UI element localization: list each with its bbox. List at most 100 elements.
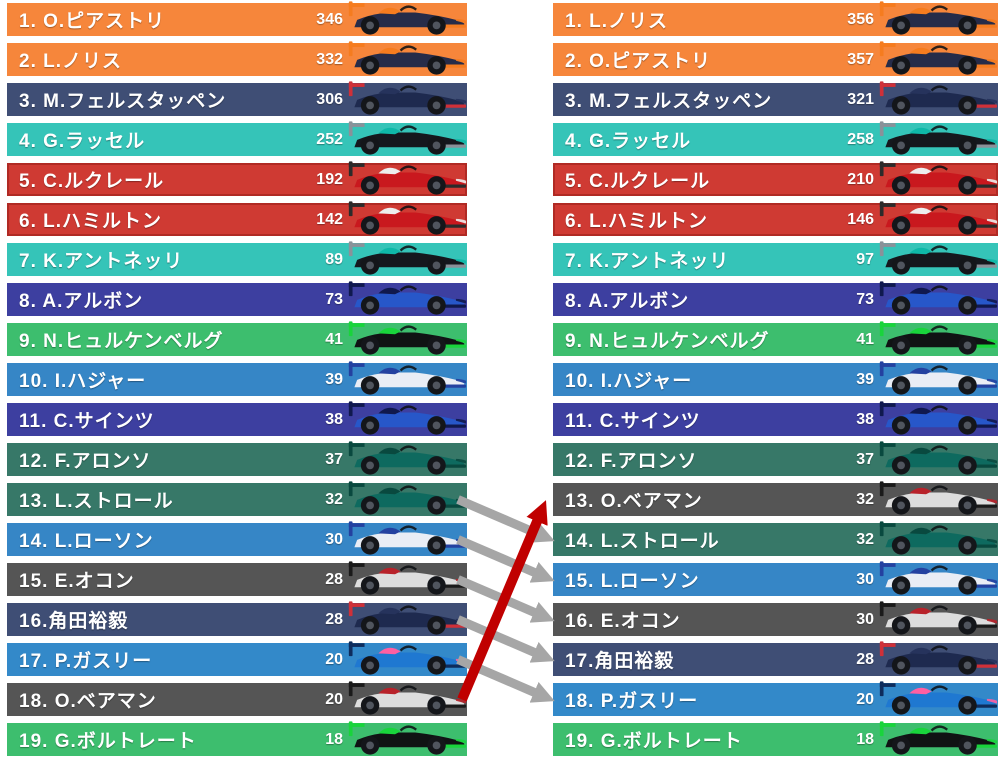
driver-points-value: 332 [316,50,343,68]
driver-rank-name-label: 2. L.ノリス [19,51,123,72]
driver-standings-row: 19. G.ボルトレート 18 [7,720,467,756]
standings-list-before: 1. O.ピアストリ 346 2. L.ノリス 332 [7,0,467,763]
driver-points-value: 32 [856,490,874,508]
driver-rank-name-label: 5. C.ルクレール [19,171,165,192]
driver-points-value: 28 [325,570,343,588]
driver-rank-name-label: 15. L.ローソン [565,571,700,592]
driver-points-value: 252 [316,130,343,148]
f1-car-icon [348,600,467,635]
driver-points-value: 18 [856,730,874,748]
driver-rank-name-label: 17.角田裕毅 [565,651,675,672]
rank-drop-arrow [456,615,555,663]
driver-rank-name-label: 14. L.ローソン [19,531,154,552]
driver-standings-row: 12. F.アロンソ 37 [553,440,998,476]
driver-rank-name-label: 4. G.ラッセル [565,131,692,152]
driver-standings-row: 15. E.オコン 28 [7,560,467,596]
f1-car-icon [879,680,998,715]
driver-points-value: 39 [856,370,874,388]
driver-rank-name-label: 11. C.サインツ [19,411,155,432]
driver-rank-name-label: 2. O.ピアストリ [565,51,712,72]
driver-standings-row: 13. O.ベアマン 32 [553,480,998,516]
driver-points-value: 32 [325,490,343,508]
driver-points-value: 39 [325,370,343,388]
driver-standings-row: 4. G.ラッセル 258 [553,120,998,156]
driver-points-value: 356 [847,10,874,28]
f1-car-icon [348,480,467,515]
driver-standings-row: 16. E.オコン 30 [553,600,998,636]
f1-car-icon [348,400,467,435]
driver-rank-name-label: 9. N.ヒュルケンベルグ [565,331,770,352]
driver-rank-name-label: 15. E.オコン [19,571,135,592]
driver-standings-row: 4. G.ラッセル 252 [7,120,467,156]
driver-standings-row: 11. C.サインツ 38 [553,400,998,436]
f1-car-icon [348,640,467,675]
driver-rank-name-label: 12. F.アロンソ [19,451,152,472]
driver-points-value: 346 [316,10,343,28]
driver-rank-name-label: 7. K.アントネッリ [565,251,730,272]
f1-car-icon [879,200,998,235]
f1-car-icon [879,720,998,755]
driver-rank-name-label: 1. O.ピアストリ [19,11,166,32]
driver-standings-row: 8. A.アルボン 73 [553,280,998,316]
driver-rank-name-label: 13. O.ベアマン [565,491,703,512]
driver-standings-row: 7. K.アントネッリ 89 [7,240,467,276]
driver-rank-name-label: 12. F.アロンソ [565,451,698,472]
f1-car-icon [879,280,998,315]
f1-car-icon [348,440,467,475]
driver-points-value: 210 [847,170,874,188]
driver-rank-name-label: 11. C.サインツ [565,411,701,432]
f1-car-icon [879,40,998,75]
driver-points-value: 20 [325,650,343,668]
driver-standings-row: 1. L.ノリス 356 [553,0,998,36]
driver-rank-name-label: 9. N.ヒュルケンベルグ [19,331,224,352]
driver-rank-name-label: 3. M.フェルスタッペン [565,91,773,112]
f1-car-icon [879,120,998,155]
f1-car-icon [348,560,467,595]
driver-points-value: 30 [856,610,874,628]
driver-rank-name-label: 19. G.ボルトレート [19,731,197,752]
driver-standings-row: 13. L.ストロール 32 [7,480,467,516]
f1-car-icon [348,360,467,395]
driver-rank-name-label: 5. C.ルクレール [565,171,711,192]
driver-points-value: 38 [856,410,874,428]
driver-standings-row: 14. L.ローソン 30 [7,520,467,556]
driver-points-value: 89 [325,250,343,268]
driver-rank-name-label: 10. I.ハジャー [19,371,147,392]
driver-standings-row: 18. O.ベアマン 20 [7,680,467,716]
driver-standings-row: 1. O.ピアストリ 346 [7,0,467,36]
rank-drop-arrow [456,575,555,623]
f1-car-icon [879,0,998,35]
f1-car-icon [879,480,998,515]
driver-standings-row: 9. N.ヒュルケンベルグ 41 [7,320,467,356]
driver-rank-name-label: 1. L.ノリス [565,11,669,32]
driver-points-value: 142 [316,210,343,228]
driver-points-value: 321 [847,90,874,108]
rank-drop-arrow [456,495,555,543]
f1-car-icon [879,80,998,115]
driver-points-value: 30 [325,530,343,548]
f1-car-icon [348,120,467,155]
driver-points-value: 306 [316,90,343,108]
driver-rank-name-label: 10. I.ハジャー [565,371,693,392]
driver-rank-name-label: 14. L.ストロール [565,531,720,552]
f1-car-icon [879,240,998,275]
driver-rank-name-label: 8. A.アルボン [19,291,144,312]
driver-standings-row: 2. O.ピアストリ 357 [553,40,998,76]
f1-car-icon [348,200,467,235]
driver-points-value: 37 [856,450,874,468]
driver-standings-row: 11. C.サインツ 38 [7,400,467,436]
driver-points-value: 28 [325,610,343,628]
driver-points-value: 38 [325,410,343,428]
driver-standings-row: 10. I.ハジャー 39 [7,360,467,396]
driver-rank-name-label: 7. K.アントネッリ [19,251,184,272]
f1-car-icon [348,320,467,355]
standings-list-after: 1. L.ノリス 356 2. O.ピアストリ 357 [553,0,998,763]
driver-standings-row: 14. L.ストロール 32 [553,520,998,556]
driver-points-value: 357 [847,50,874,68]
driver-points-value: 20 [325,690,343,708]
f1-car-icon [348,720,467,755]
driver-rank-name-label: 13. L.ストロール [19,491,174,512]
f1-car-icon [879,520,998,555]
f1-car-icon [348,520,467,555]
driver-rank-name-label: 18. O.ベアマン [19,691,157,712]
